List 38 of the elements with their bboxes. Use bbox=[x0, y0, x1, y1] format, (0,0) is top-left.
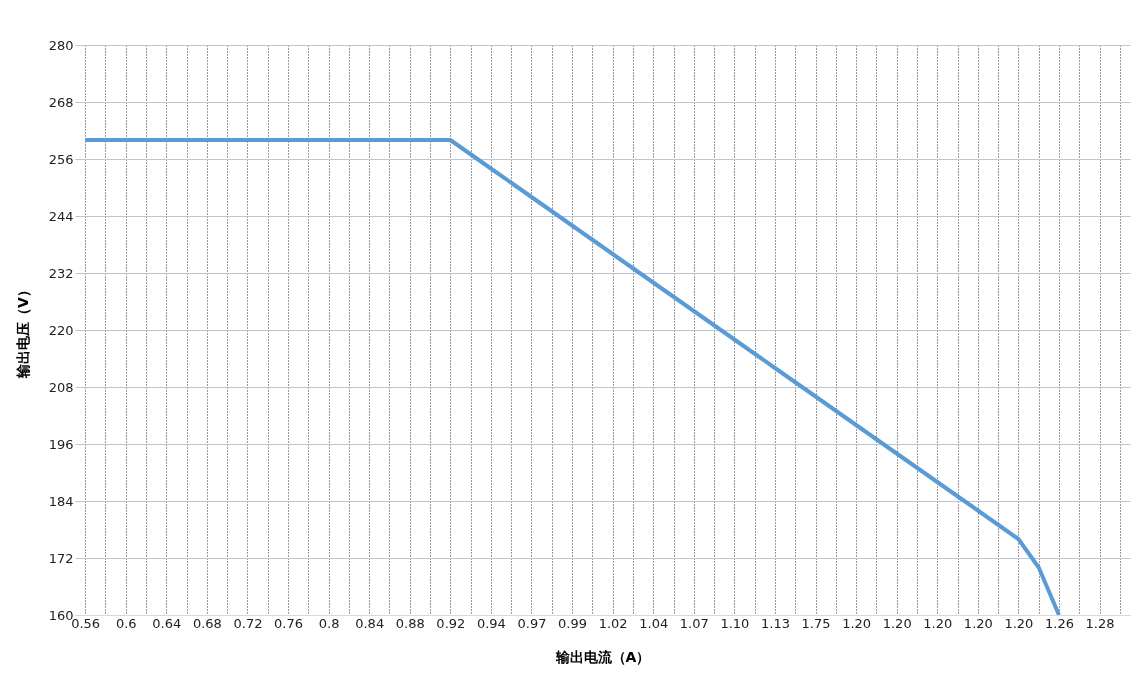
y-tick-label: 244 bbox=[48, 208, 74, 224]
x-tick-label: 1.10 bbox=[720, 615, 750, 631]
x-tick-label: 1.04 bbox=[639, 615, 669, 631]
x-tick-label: 1.28 bbox=[1085, 615, 1115, 631]
line-series bbox=[83, 138, 1061, 615]
x-tick-label: 0.97 bbox=[517, 615, 547, 631]
x-tick-label: 1.20 bbox=[923, 615, 953, 631]
x-tick-label: 0.72 bbox=[233, 615, 263, 631]
y-axis-title: 输出电压（V） bbox=[14, 283, 31, 379]
x-tick-label: 1.02 bbox=[598, 615, 628, 631]
x-tick-label: 1.20 bbox=[1004, 615, 1034, 631]
y-tick-label: 172 bbox=[48, 550, 74, 566]
x-tick-label: 0.76 bbox=[274, 615, 304, 631]
x-tick-label: 1.75 bbox=[801, 615, 831, 631]
x-tick-label: 0.94 bbox=[476, 615, 506, 631]
x-tick-label: 0.84 bbox=[355, 615, 385, 631]
y-tick-label: 232 bbox=[48, 265, 74, 281]
x-tick-label: 1.20 bbox=[963, 615, 993, 631]
x-tick-label: 0.88 bbox=[395, 615, 425, 631]
y-tick-label: 256 bbox=[48, 151, 74, 167]
x-tick-label: 1.20 bbox=[882, 615, 912, 631]
y-tick-label: 196 bbox=[48, 436, 74, 452]
x-tick-label: 0.99 bbox=[558, 615, 588, 631]
x-tick-label: 1.07 bbox=[679, 615, 709, 631]
x-tick-label: 0.6 bbox=[115, 615, 137, 631]
x-tick-label: 0.92 bbox=[436, 615, 466, 631]
y-tick-label: 280 bbox=[48, 37, 74, 53]
x-tick-label: 0.64 bbox=[152, 615, 182, 631]
y-tick-label: 208 bbox=[48, 379, 74, 395]
x-tick-label: 1.26 bbox=[1045, 615, 1074, 631]
x-tick-label: 0.68 bbox=[192, 615, 222, 631]
x-tick-label: 0.8 bbox=[318, 615, 340, 631]
x-tick-label: 1.13 bbox=[760, 615, 790, 631]
x-tick-label: 1.20 bbox=[842, 615, 872, 631]
y-tick-label: 184 bbox=[48, 493, 74, 509]
y-tick-label: 268 bbox=[48, 94, 74, 110]
y-tick-label: 220 bbox=[48, 322, 74, 338]
x-axis-title: 输出电流（A） bbox=[554, 648, 651, 665]
